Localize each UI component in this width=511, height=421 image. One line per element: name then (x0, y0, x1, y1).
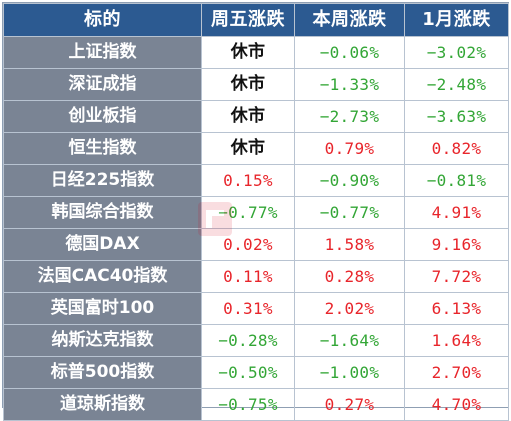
friday-change-cell: 0.02% (201, 228, 295, 261)
week-change-cell: 0.28% (294, 260, 405, 293)
table-row: 创业板指 休市 −2.73% −3.63% (3, 100, 509, 133)
month-change-cell: 4.70% (404, 388, 509, 421)
index-name-cell: 深证成指 (3, 68, 202, 101)
week-change-cell: −0.90% (294, 164, 405, 197)
table-row: 纳斯达克指数 −0.28% −1.64% 1.64% (3, 324, 509, 357)
index-name-cell: 德国DAX (3, 228, 202, 261)
index-name-cell: 纳斯达克指数 (3, 324, 202, 357)
index-name-cell: 道琼斯指数 (3, 388, 202, 421)
header-week-change: 本周涨跌 (294, 3, 405, 37)
table-row: 德国DAX 0.02% 1.58% 9.16% (3, 228, 509, 261)
week-change-cell: −1.00% (294, 356, 405, 389)
month-change-cell: −3.02% (404, 36, 509, 69)
index-name-cell: 创业板指 (3, 100, 202, 133)
friday-change-cell: 0.15% (201, 164, 295, 197)
friday-change-cell: −0.50% (201, 356, 295, 389)
table-row: 法国CAC40指数 0.11% 0.28% 7.72% (3, 260, 509, 293)
week-change-cell: −0.77% (294, 196, 405, 229)
friday-change-cell: −0.75% (201, 388, 295, 421)
month-change-cell: 7.72% (404, 260, 509, 293)
month-change-cell: 0.82% (404, 132, 509, 165)
month-change-cell: 4.91% (404, 196, 509, 229)
friday-change-cell: 休市 (201, 68, 295, 101)
friday-change-cell: 休市 (201, 132, 295, 165)
week-change-cell: −1.33% (294, 68, 405, 101)
friday-change-cell: 休市 (201, 36, 295, 69)
header-friday-change: 周五涨跌 (201, 3, 295, 37)
header-index: 标的 (3, 3, 202, 37)
index-name-cell: 恒生指数 (3, 132, 202, 165)
week-change-cell: −1.64% (294, 324, 405, 357)
table-row: 深证成指 休市 −1.33% −2.48% (3, 68, 509, 101)
index-name-cell: 法国CAC40指数 (3, 260, 202, 293)
market-performance-table: 标的 周五涨跌 本周涨跌 1月涨跌 上证指数 休市 −0.06% −3.02% 深证成指… (3, 3, 509, 421)
week-change-cell: −0.06% (294, 36, 405, 69)
month-change-cell: −3.63% (404, 100, 509, 133)
table-row: 英国富时100 0.31% 2.02% 6.13% (3, 292, 509, 325)
index-name-cell: 英国富时100 (3, 292, 202, 325)
month-change-cell: −0.81% (404, 164, 509, 197)
index-name-cell: 上证指数 (3, 36, 202, 69)
week-change-cell: 2.02% (294, 292, 405, 325)
index-name-cell: 日经225指数 (3, 164, 202, 197)
month-change-cell: 2.70% (404, 356, 509, 389)
friday-change-cell: 休市 (201, 100, 295, 133)
month-change-cell: 9.16% (404, 228, 509, 261)
header-month-change: 1月涨跌 (404, 3, 509, 37)
table-row: 韩国综合指数 −0.77% −0.77% 4.91% (3, 196, 509, 229)
month-change-cell: −2.48% (404, 68, 509, 101)
month-change-cell: 6.13% (404, 292, 509, 325)
week-change-cell: −2.73% (294, 100, 405, 133)
table-body: 上证指数 休市 −0.06% −3.02% 深证成指 休市 −1.33% −2.48% 创业板指… (3, 36, 509, 421)
table-row: 标普500指数 −0.50% −1.00% 2.70% (3, 356, 509, 389)
table-row: 道琼斯指数 −0.75% 0.27% 4.70% (3, 388, 509, 421)
index-name-cell: 标普500指数 (3, 356, 202, 389)
table-row: 日经225指数 0.15% −0.90% −0.81% (3, 164, 509, 197)
week-change-cell: 0.79% (294, 132, 405, 165)
table-row: 上证指数 休市 −0.06% −3.02% (3, 36, 509, 69)
week-change-cell: 0.27% (294, 388, 405, 421)
friday-change-cell: 0.11% (201, 260, 295, 293)
month-change-cell: 1.64% (404, 324, 509, 357)
friday-change-cell: −0.28% (201, 324, 295, 357)
header-row: 标的 周五涨跌 本周涨跌 1月涨跌 (3, 3, 509, 37)
table-row: 恒生指数 休市 0.79% 0.82% (3, 132, 509, 165)
friday-change-cell: 0.31% (201, 292, 295, 325)
friday-change-cell: −0.77% (201, 196, 295, 229)
week-change-cell: 1.58% (294, 228, 405, 261)
index-name-cell: 韩国综合指数 (3, 196, 202, 229)
